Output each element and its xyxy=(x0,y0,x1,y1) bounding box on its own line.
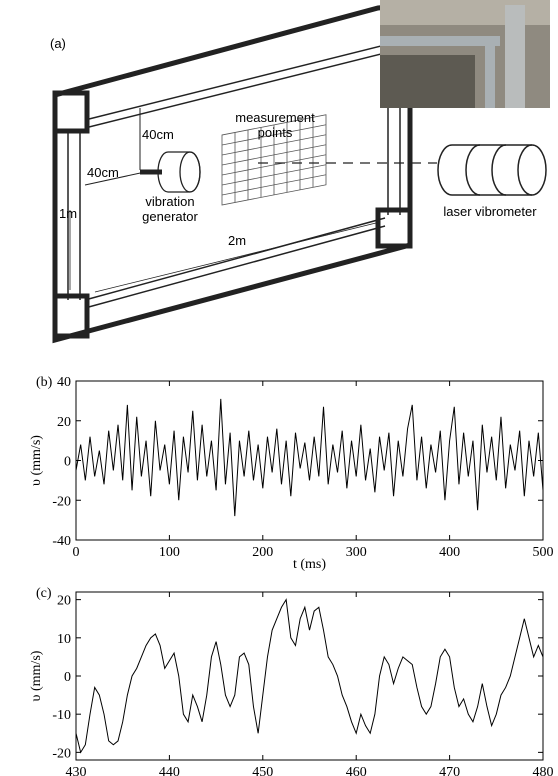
label: 1m xyxy=(59,206,77,221)
generator-face xyxy=(179,151,201,193)
y-tick-label: 20 xyxy=(57,415,71,430)
y-tick-label: 10 xyxy=(57,632,71,647)
x-tick-label: 440 xyxy=(159,765,180,776)
label: points xyxy=(258,125,293,140)
y-tick-label: 40 xyxy=(57,375,71,390)
x-tick-label: 450 xyxy=(252,765,273,776)
label: generator xyxy=(142,209,198,224)
x-tick-label: 480 xyxy=(533,765,554,776)
x-tick-label: 460 xyxy=(346,765,367,776)
label: vibration xyxy=(145,194,194,209)
vibrometer-rings xyxy=(465,144,533,196)
corner xyxy=(375,207,413,249)
y-tick-label: 0 xyxy=(64,455,71,470)
y-axis-label: υ (mm/s) xyxy=(29,435,44,486)
rail xyxy=(84,44,386,121)
panel-label: (c) xyxy=(36,586,52,601)
y-tick-label: -20 xyxy=(52,746,71,761)
rail xyxy=(84,52,386,129)
label: laser vibrometer xyxy=(443,204,537,219)
label: 40cm xyxy=(87,165,119,180)
generator xyxy=(157,151,201,193)
x-axis-label: t (ms) xyxy=(293,557,326,572)
diagram: (a) measurement points 40cm 40cm xyxy=(50,0,550,344)
label: 40cm xyxy=(142,127,174,142)
y-tick-label: -20 xyxy=(52,494,71,509)
label: 2m xyxy=(228,233,246,248)
x-tick-label: 0 xyxy=(73,545,80,560)
label: measurement xyxy=(235,110,315,125)
offset-line xyxy=(84,171,146,186)
corner xyxy=(52,293,90,339)
y-tick-label: 0 xyxy=(64,670,71,685)
dimension xyxy=(94,221,381,293)
panel-label: (b) xyxy=(36,375,53,390)
x-tick-label: 470 xyxy=(439,765,460,776)
signal-line xyxy=(75,598,544,754)
x-tick-label: 300 xyxy=(346,545,367,560)
y-axis-label: υ (mm/s) xyxy=(29,650,44,701)
plot-frame xyxy=(75,380,544,541)
x-tick-label: 200 xyxy=(252,545,273,560)
x-tick-label: 400 xyxy=(439,545,460,560)
photo xyxy=(380,0,550,108)
rail xyxy=(84,217,386,301)
corner xyxy=(52,90,90,134)
y-tick-label: 20 xyxy=(57,594,71,609)
x-tick-label: 100 xyxy=(159,545,180,560)
plot-frame xyxy=(75,591,544,761)
panel-label: (a) xyxy=(50,36,66,51)
y-tick-label: -40 xyxy=(52,534,71,549)
y-tick-label: -10 xyxy=(52,708,71,723)
rail xyxy=(84,225,386,309)
x-tick-label: 430 xyxy=(66,765,87,776)
x-tick-label: 500 xyxy=(533,545,554,560)
signal-line xyxy=(75,398,544,517)
